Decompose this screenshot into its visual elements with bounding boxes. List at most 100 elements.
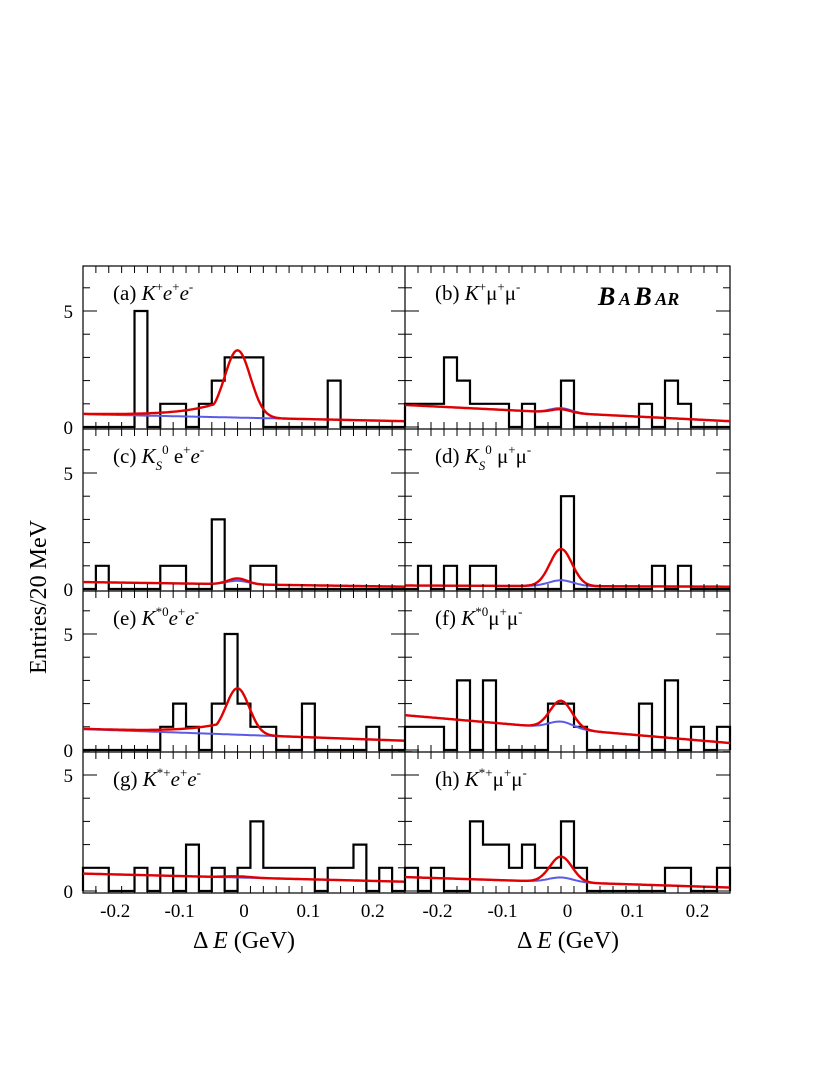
panel-label-part: K <box>464 767 480 791</box>
panel-a: 0 5 (a) K+e+e- <box>64 266 406 439</box>
panel-h: (h) K*+μ+μ- <box>403 751 732 893</box>
x-axis-title-left: Δ E (GeV) <box>193 928 295 954</box>
logo-letter: AR <box>654 289 679 309</box>
panel-label-part: μ <box>488 606 499 630</box>
panel-label-part: e <box>163 281 172 305</box>
histogram-h <box>403 820 732 893</box>
panel-d: (d) KS0 μ+μ- <box>404 429 731 591</box>
delta-symbol: Δ <box>193 928 213 954</box>
panel-label-part: μ <box>516 444 527 468</box>
panel-label-part: e <box>185 606 194 630</box>
panel-label-part: + <box>479 279 486 294</box>
panel-b: (b) K+μ+μ- <box>403 266 731 429</box>
panel-label-part: μ <box>492 444 509 468</box>
panel-e: 0 5 (e) K*0e+e- <box>64 591 406 762</box>
total-fit-c <box>82 577 405 588</box>
panel-label-part: (a) <box>113 281 142 305</box>
x-tick-label: 0 <box>563 901 573 922</box>
panel-label-part: + <box>178 604 185 619</box>
panel-label-part: + <box>500 604 507 619</box>
panel-label-part: - <box>518 604 522 619</box>
total-fit-a <box>83 349 405 423</box>
x-axis-title-right: Δ E (GeV) <box>517 928 619 954</box>
panel-label-part: - <box>516 279 520 294</box>
panel-label-part: 0 <box>485 442 492 457</box>
panel-label-part: + <box>504 765 511 780</box>
panel-label-part: e <box>169 444 184 468</box>
panel-label-part: μ <box>505 281 516 305</box>
panel-label-part: (c) <box>113 444 142 468</box>
total-fit-e <box>82 687 405 742</box>
x-tick-label: -0.2 <box>422 901 452 922</box>
panel-label-part: e <box>191 444 200 468</box>
panel-label-part: K <box>141 606 157 630</box>
x-tick-label: 0.1 <box>621 901 645 922</box>
panel-label-part: - <box>195 604 199 619</box>
total-fit-d <box>405 547 730 588</box>
histogram-c <box>83 518 405 591</box>
y-tick-label: 5 <box>64 766 74 787</box>
panel-label-part: + <box>180 765 187 780</box>
panel-label-part: e <box>169 606 178 630</box>
delta-symbol: Δ <box>517 928 537 954</box>
panel-label-e: (e) K*0e+e- <box>113 604 199 630</box>
logo-letter: A <box>618 289 631 309</box>
total-fit-g <box>83 872 405 883</box>
panel-label-part: + <box>508 442 515 457</box>
panel-label-d: (d) KS0 μ+μ- <box>435 442 531 473</box>
y-tick-label: 0 <box>64 882 74 903</box>
panel-label-part: (f) <box>435 606 461 630</box>
total-fit-h <box>405 855 730 889</box>
panel-label-part: μ <box>486 281 497 305</box>
energy-symbol: E <box>212 928 234 954</box>
histogram-b <box>403 356 730 429</box>
panel-label-part: *+ <box>479 765 493 780</box>
panel-c: 05(c) KS0 e+e- <box>64 429 406 601</box>
panel-g: 05 (g) K*+e+e- <box>64 751 406 903</box>
panel-label-part: S <box>156 458 163 473</box>
x-tick-label: 0 <box>239 901 249 922</box>
panel-label-part: (d) <box>435 444 465 468</box>
x-tick-label: -0.1 <box>165 901 195 922</box>
panel-f: (f) K*0μ+μ- <box>403 591 732 752</box>
energy-symbol: E <box>536 928 558 954</box>
panel-label-part: 0 <box>162 442 169 457</box>
y-tick-label: 0 <box>64 741 74 762</box>
panel-label-part: e <box>180 281 189 305</box>
panel-label-part: (e) <box>113 606 142 630</box>
x-tick-label: -0.1 <box>487 901 517 922</box>
panel-label-part: K <box>464 444 480 468</box>
panel-label-part: (b) <box>435 281 465 305</box>
plot-frame <box>82 265 731 894</box>
panel-label-part: K <box>141 281 157 305</box>
panel-label-part: - <box>200 442 204 457</box>
panel-label-part: e <box>171 767 180 791</box>
total-fit-b <box>405 403 731 423</box>
y-tick-label: 0 <box>64 418 74 439</box>
y-tick-label: 0 <box>64 580 74 601</box>
panel-label-part: e <box>187 767 196 791</box>
y-tick-label: 5 <box>64 302 74 323</box>
histogram-d <box>405 495 730 591</box>
panel-label-part: S <box>479 458 486 473</box>
panel-label-part: K <box>142 767 158 791</box>
logo-letter: B <box>597 282 615 311</box>
panel-label-part: K <box>460 606 476 630</box>
y-axis-title: Entries/20 MeV <box>26 519 52 674</box>
logo-letter: B <box>633 282 651 311</box>
panel-label-part: μ <box>511 767 522 791</box>
total-fit-f <box>404 699 731 745</box>
panel-label-part: - <box>522 765 526 780</box>
panel-label-part: *+ <box>157 765 171 780</box>
panel-label-part: K <box>464 281 480 305</box>
panel-label-part: μ <box>493 767 504 791</box>
x-tick-label: 0.1 <box>297 901 321 922</box>
y-tick-label: 5 <box>64 625 74 646</box>
panel-label-f: (f) K*0μ+μ- <box>435 604 522 630</box>
babar-logo: B A B AR <box>597 282 679 311</box>
plot-layer: 05(a) K+e+e- (b) K+μ+μ-05(c) KS0 e+e- (d) … <box>64 265 732 922</box>
y-tick-label: 5 <box>64 464 74 485</box>
panel-label-a: (a) K+e+e- <box>113 279 193 305</box>
panel-label-part: - <box>189 279 193 294</box>
